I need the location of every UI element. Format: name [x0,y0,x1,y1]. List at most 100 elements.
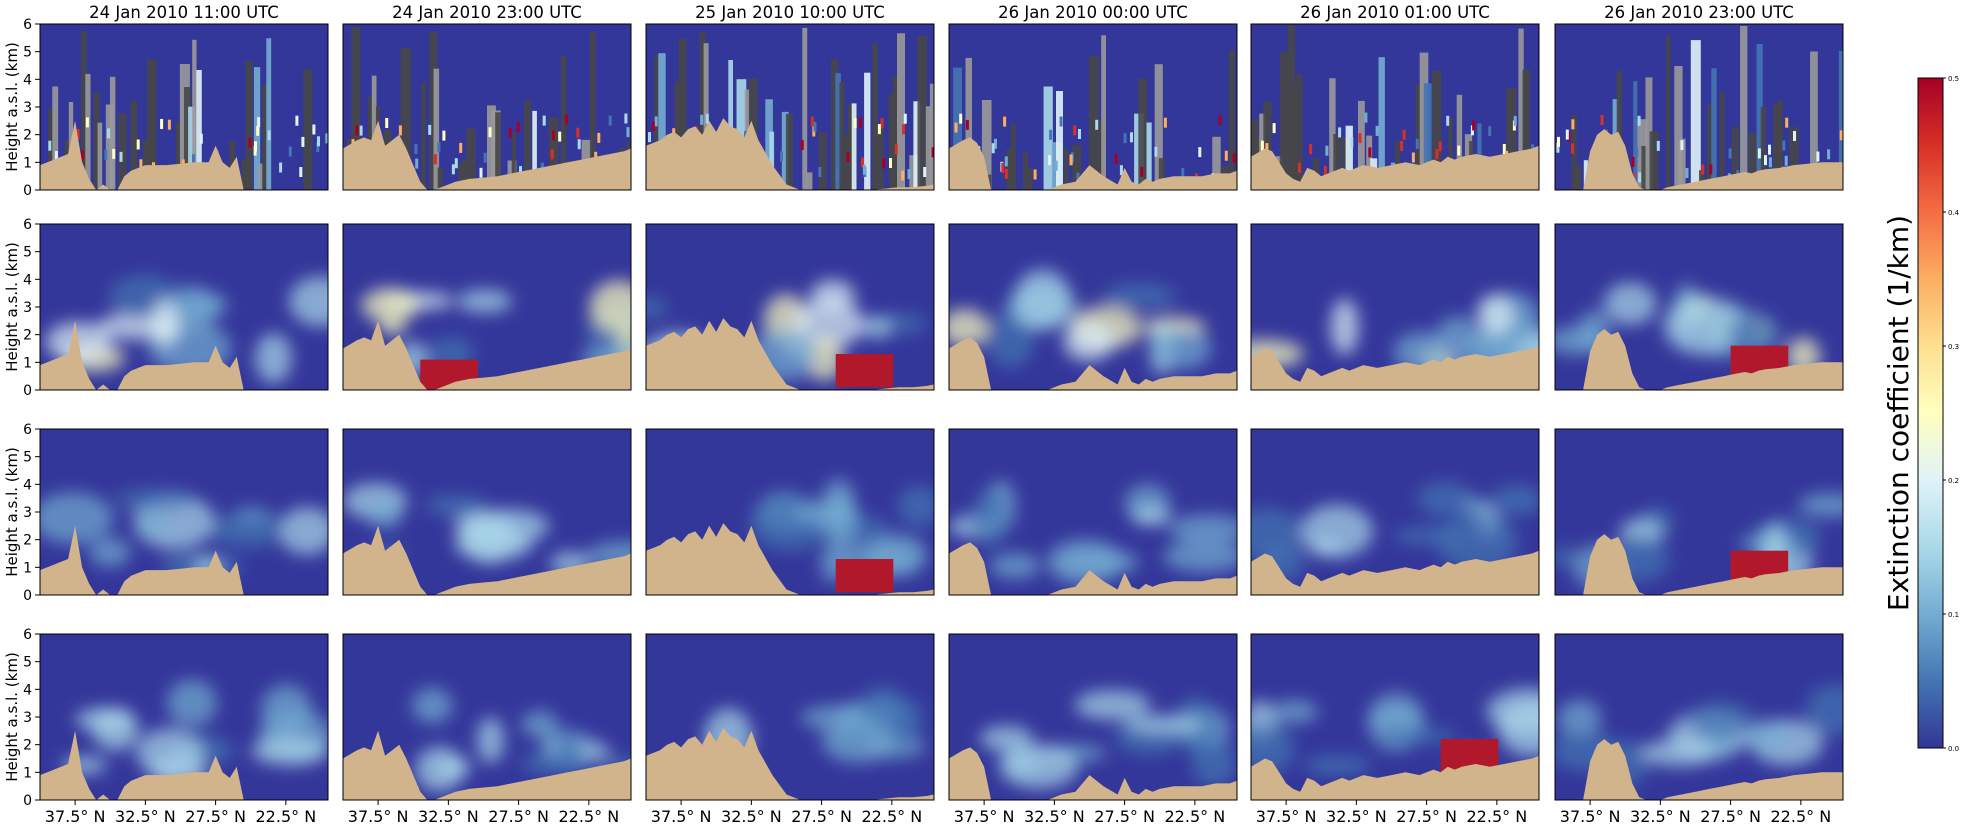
x-tick-label: 37.5° N [651,807,712,826]
aerosol-pixel [1827,149,1831,160]
cloud-streak [1674,66,1683,190]
terrain-profile [40,120,328,190]
plume-blob [1330,298,1359,355]
cloud-streak [262,84,269,190]
plume-blob [1476,294,1515,335]
cloud-streak [241,159,249,190]
aerosol-pixel [516,122,520,133]
cloud-streak [1616,70,1622,190]
plume-layer [61,679,328,788]
cloud-streak [1432,70,1442,190]
aerosol-pixel [1048,155,1052,166]
y-tick-label: 1 [23,355,32,371]
aerosol-pixel [267,130,271,141]
panel-frame [645,428,935,596]
plume-blob [457,289,512,314]
y-tick-label: 4 [23,72,32,88]
panel-r3-c3 [645,428,935,596]
extinction-field [951,35,1236,190]
cloud-streak [1666,35,1671,190]
aerosol-pixel [1073,125,1077,136]
y-axis-label: Height a.s.l. (km) [3,652,21,782]
aerosol-pixel [295,115,299,126]
cloud-streak [929,83,934,190]
plume-blob [115,489,197,511]
terrain-profile [40,525,328,595]
aerosol-pixel [1631,156,1635,167]
terrain-profile [646,523,934,595]
panel-frame [342,223,632,391]
aerosol-pixel [451,164,455,175]
plume-blob [1191,739,1237,788]
aerosol-pixel [1488,126,1492,137]
aerosol-pixel [107,128,111,139]
cloud-streak [1415,84,1424,190]
dust-layer [835,354,894,388]
aerosol-pixel [1785,117,1789,128]
x-tick-label: 32.5° N [721,807,782,826]
x-axis-col6: 37.5° N 32.5° N 27.5° N 22.5° N [1560,800,1831,826]
x-tick-label: 32.5° N [1024,807,1085,826]
aerosol-pixel [385,118,389,128]
y-tick-label: 3 [23,710,32,726]
extinction-field [1251,481,1539,581]
plume-blob [289,276,328,327]
cloud-streak [437,167,444,190]
aerosol-pixel [1571,143,1574,154]
y-tick-label: 0 [23,383,32,399]
colorbar-label: Extinction coefficient (1/km) [1882,215,1915,611]
aerosol-pixel [301,136,305,147]
x-tick-label: 22.5° N [1467,807,1528,826]
aerosol-pixel [780,151,783,162]
aerosol-pixel [994,138,997,149]
aerosol-pixel [550,149,554,160]
extinction-field [1555,282,1821,379]
aerosol-pixel [1232,153,1236,164]
aerosol-pixel [965,119,969,130]
plume-blob [89,537,131,568]
aerosol-pixel [48,140,52,151]
aerosol-pixel [1003,116,1007,127]
plume-blob [1014,269,1071,329]
plume-blob [411,687,453,724]
aerosol-pixel [1502,144,1506,154]
cloud-streak [245,61,253,190]
cloud-streak [48,108,56,190]
panel-r1-c1 [39,23,329,191]
cloud-streak [1329,78,1336,190]
terrain-profile [646,728,934,800]
panel-r3-c5 [1250,428,1540,596]
x-tick-label: 37.5° N [348,807,409,826]
cloud-streak [785,113,793,190]
plume-blob [476,717,505,764]
panel-r3-c2 [342,428,632,596]
plume-blob [1303,755,1372,776]
cloud-streak [196,70,202,190]
aerosol-pixel [954,122,958,133]
plume-blob [521,710,559,738]
x-tick-label: 27.5° N [1700,807,1761,826]
cloud-streak [466,128,476,190]
aerosol-pixel [355,125,359,136]
plume-blob [1806,684,1843,735]
cloud-streak [85,73,91,190]
cloud-streak [1333,134,1341,190]
aerosol-pixel [1297,162,1301,173]
cloud-streak [953,67,962,190]
cloud-streak [1097,120,1105,190]
x-tick-label: 32.5° N [1630,807,1691,826]
cloud-streak [1760,107,1766,190]
cloud-streak [1633,81,1638,190]
y-tick-label: 1 [23,155,32,171]
aerosol-pixel [577,139,581,150]
plume-blob [646,297,668,319]
cloud-streak [303,69,313,190]
aerosol-pixel [1728,148,1732,159]
aerosol-pixel [1260,140,1264,151]
cloud-streak [1423,83,1432,190]
aerosol-pixel [1181,167,1185,178]
aerosol-pixel [1435,149,1439,160]
cloud-streak [1010,124,1016,190]
